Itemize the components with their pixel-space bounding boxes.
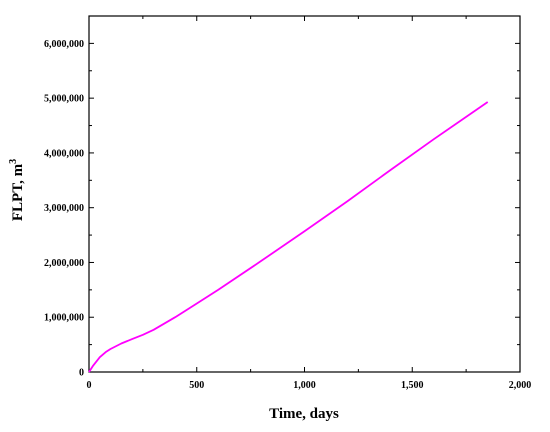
x-tick-label: 2,000 [509,380,532,391]
series-line [88,101,489,373]
x-tick-label: 1,000 [293,380,316,391]
y-axis-title: FLPT, m3 [8,159,26,221]
y-axis-title-main: FLPT, m [10,163,26,221]
y-tick-label: 0 [79,368,84,379]
series-layer [88,101,489,373]
plot-frame [88,15,521,373]
x-tick-label: 500 [189,380,204,391]
y-tick-label: 5,000,000 [44,94,84,105]
y-tick-label: 2,000,000 [44,258,84,269]
x-axis-title: Time, days [269,406,339,422]
y-axis-title-superscript: 3 [8,159,19,164]
y-tick-label: 4,000,000 [44,148,84,159]
y-tick-label: 1,000,000 [44,313,84,324]
x-tick-label: 1,500 [401,380,424,391]
y-tick-label: 3,000,000 [44,203,84,214]
plot-border [88,15,521,373]
y-tick-label: 6,000,000 [44,39,84,50]
x-tick-label: 0 [87,380,92,391]
y-axis: 0 1,000,000 2,000,000 3,000,000 4,000,000 5,0… [44,39,520,379]
x-axis: 0 500 1,000 1,500 2,000 [87,16,532,391]
